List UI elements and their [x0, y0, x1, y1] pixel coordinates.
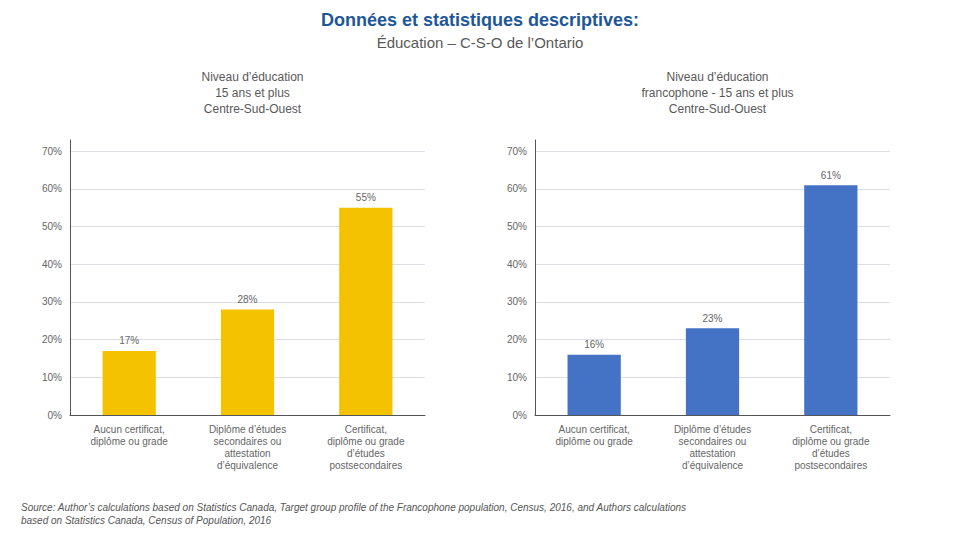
svg-text:40%: 40% [42, 259, 62, 270]
svg-text:0%: 0% [513, 410, 528, 421]
svg-text:Données et statistiques descri: Données et statistiques descriptives: [321, 10, 639, 30]
svg-text:Diplôme d’études: Diplôme d’études [209, 424, 286, 435]
svg-text:Niveau d’éducation: Niveau d’éducation [666, 70, 768, 84]
svg-text:secondaires ou: secondaires ou [214, 436, 282, 447]
svg-text:Éducation – C-S-O de l’Ontario: Éducation – C-S-O de l’Ontario [377, 34, 584, 51]
svg-text:Certificat,: Certificat, [345, 424, 387, 435]
svg-text:50%: 50% [507, 221, 527, 232]
svg-text:attestation: attestation [689, 448, 735, 459]
svg-text:Aucun certificat,: Aucun certificat, [559, 424, 630, 435]
svg-text:d’études: d’études [812, 448, 850, 459]
svg-text:70%: 70% [42, 146, 62, 157]
svg-text:40%: 40% [507, 259, 527, 270]
svg-text:Niveau d’éducation: Niveau d’éducation [201, 70, 303, 84]
svg-text:diplôme ou grade: diplôme ou grade [327, 436, 405, 447]
svg-text:diplôme ou grade: diplôme ou grade [91, 436, 169, 447]
svg-text:0%: 0% [48, 410, 63, 421]
svg-text:70%: 70% [507, 146, 527, 157]
svg-text:20%: 20% [507, 334, 527, 345]
svg-text:postsecondaires: postsecondaires [794, 460, 867, 471]
svg-text:60%: 60% [42, 183, 62, 194]
svg-text:17%: 17% [119, 335, 139, 346]
svg-text:61%: 61% [821, 170, 841, 181]
svg-text:50%: 50% [42, 221, 62, 232]
svg-text:attestation: attestation [224, 448, 270, 459]
svg-text:28%: 28% [237, 294, 257, 305]
svg-text:30%: 30% [42, 296, 62, 307]
svg-text:Certificat,: Certificat, [810, 424, 852, 435]
svg-text:Aucun certificat,: Aucun certificat, [94, 424, 165, 435]
svg-text:secondaires ou: secondaires ou [679, 436, 747, 447]
svg-text:Centre-Sud-Ouest: Centre-Sud-Ouest [669, 102, 767, 116]
svg-text:diplôme ou grade: diplôme ou grade [792, 436, 870, 447]
svg-text:diplôme ou grade: diplôme ou grade [556, 436, 634, 447]
svg-text:23%: 23% [702, 313, 722, 324]
svg-text:Centre-Sud-Ouest: Centre-Sud-Ouest [204, 102, 302, 116]
svg-text:15 ans et plus: 15 ans et plus [215, 86, 290, 100]
svg-text:postsecondaires: postsecondaires [329, 460, 402, 471]
svg-text:16%: 16% [584, 339, 604, 350]
svg-text:60%: 60% [507, 183, 527, 194]
svg-text:francophone - 15 ans et plus: francophone - 15 ans et plus [641, 86, 793, 100]
svg-text:d’équivalence: d’équivalence [682, 460, 744, 471]
svg-text:d’équivalence: d’équivalence [217, 460, 279, 471]
svg-text:d’études: d’études [347, 448, 385, 459]
svg-text:30%: 30% [507, 296, 527, 307]
svg-text:55%: 55% [356, 192, 376, 203]
svg-text:10%: 10% [42, 372, 62, 383]
svg-text:20%: 20% [42, 334, 62, 345]
svg-text:Diplôme d’études: Diplôme d’études [674, 424, 751, 435]
svg-text:10%: 10% [507, 372, 527, 383]
svg-text:based on Statistics Canada, Ce: based on Statistics Canada, Census of Po… [21, 515, 272, 526]
svg-text:Source: Author’s calculations: Source: Author’s calculations based on S… [21, 502, 686, 513]
